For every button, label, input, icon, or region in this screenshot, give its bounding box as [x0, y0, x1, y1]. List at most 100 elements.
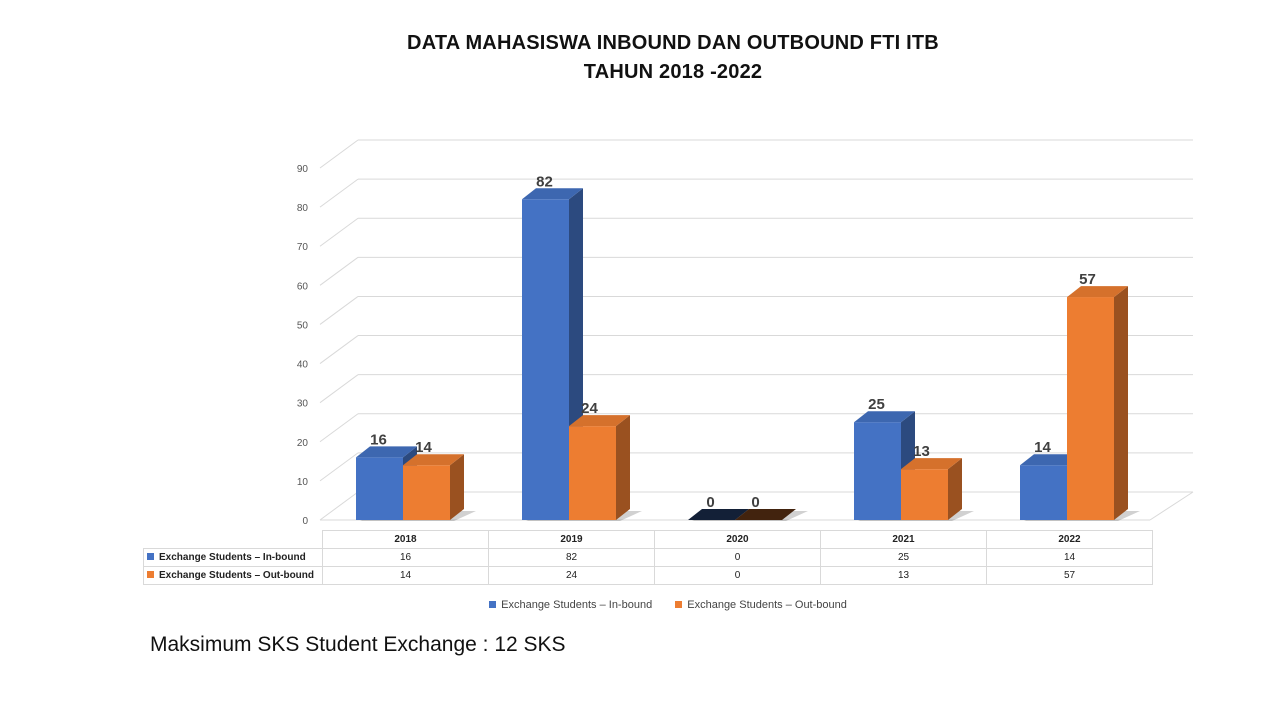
bar-top	[735, 509, 796, 520]
bar-outbound-2019	[569, 415, 642, 521]
bar-side	[450, 454, 464, 520]
y-tick-label: 20	[297, 438, 309, 449]
table-year: 2020	[654, 530, 821, 549]
legend-swatch	[489, 601, 497, 608]
data-label: 24	[581, 400, 598, 417]
data-label: 14	[1034, 439, 1051, 456]
chart-title: DATA MAHASISWA INBOUND DAN OUTBOUND FTI …	[407, 32, 939, 54]
bar-side	[616, 415, 630, 520]
data-label: 82	[536, 173, 553, 190]
data-table-corner	[143, 530, 323, 549]
bar-top	[569, 415, 630, 427]
bar-front	[1020, 465, 1067, 520]
data-table-row-outbound: Exchange Students – Out-bound 14 24 0 13…	[143, 566, 1153, 585]
y-tick-label: 10	[297, 477, 309, 488]
table-cell: 25	[820, 548, 987, 567]
row-header-inbound: Exchange Students – In-bound	[143, 548, 323, 567]
bar-outbound-2021	[901, 458, 974, 521]
bar-outbound-2018	[403, 454, 476, 521]
y-tick-label: 50	[297, 320, 309, 331]
side-gridline	[319, 374, 359, 404]
bar-top	[688, 509, 749, 520]
chart-legend: Exchange Students – In-bound Exchange St…	[0, 599, 1280, 611]
row-label: Exchange Students – In-bound	[159, 552, 306, 563]
data-table: 2018 2019 2020 2021 2022 Exchange Studen…	[143, 530, 1153, 585]
table-cell: 0	[654, 548, 821, 567]
row-header-outbound: Exchange Students – Out-bound	[143, 566, 323, 585]
bar-outbound-2020	[735, 509, 808, 521]
side-gridline	[319, 256, 359, 286]
data-label: 25	[868, 396, 885, 413]
table-cell: 82	[488, 548, 655, 567]
bar-outbound-2022	[1067, 286, 1140, 521]
bar-top	[901, 458, 962, 470]
side-gridline	[319, 296, 359, 325]
table-cell: 57	[986, 566, 1153, 585]
legend-item-outbound: Exchange Students – Out-bound	[675, 599, 847, 611]
floor-side-edge	[1149, 491, 1194, 521]
table-cell: 24	[488, 566, 655, 585]
legend-label: Exchange Students – In-bound	[501, 599, 653, 611]
data-label: 16	[370, 431, 387, 448]
y-tick-label: 70	[297, 242, 309, 253]
legend-label: Exchange Students – Out-bound	[687, 599, 847, 611]
table-year: 2019	[488, 530, 655, 549]
table-year: 2022	[986, 530, 1153, 549]
bar-front	[1067, 297, 1114, 520]
side-gridline	[319, 452, 359, 482]
bar-top	[403, 454, 464, 466]
bar-front	[901, 469, 948, 520]
y-tick-label: 80	[297, 203, 309, 214]
chart-subtitle: TAHUN 2018 -2022	[583, 61, 763, 83]
side-gridline	[319, 491, 359, 521]
bar-top	[1067, 286, 1128, 298]
bar-top	[522, 188, 583, 200]
data-table-header-row: 2018 2019 2020 2021 2022	[143, 530, 1153, 549]
y-tick-label: 40	[297, 360, 309, 371]
table-cell: 13	[820, 566, 987, 585]
bar-top	[1020, 454, 1081, 466]
y-tick-label: 0	[302, 516, 308, 527]
sks-note: Maksimum SKS Student Exchange : 12 SKS	[150, 633, 566, 656]
data-label: 14	[415, 439, 432, 456]
bar-top	[356, 446, 417, 458]
legend-item-inbound: Exchange Students – In-bound	[489, 599, 652, 611]
y-tick-label: 60	[297, 281, 309, 292]
data-label: 57	[1079, 271, 1096, 288]
row-label: Exchange Students – Out-bound	[159, 570, 315, 581]
side-gridline	[319, 178, 359, 208]
side-gridline	[319, 139, 359, 169]
legend-key-outbound	[147, 571, 154, 578]
side-gridline	[319, 413, 359, 443]
y-axis: 0 10 20 30 40 50 60 70 80 90	[297, 164, 309, 527]
data-table-row-inbound: Exchange Students – In-bound 16 82 0 25 …	[143, 548, 1153, 567]
bars	[356, 188, 1140, 521]
table-cell: 16	[322, 548, 489, 567]
bar-front	[569, 426, 616, 520]
table-year: 2021	[820, 530, 987, 549]
bar-front	[403, 465, 450, 520]
bar-side	[1114, 286, 1128, 520]
data-labels: 16 14 82 24 0 0 25 13 14 57	[370, 173, 1096, 511]
bar-front	[356, 457, 403, 520]
bar-top	[854, 411, 915, 423]
y-tick-label: 30	[297, 399, 309, 410]
bar-side	[948, 458, 962, 520]
side-gridline	[319, 217, 359, 247]
table-cell: 14	[986, 548, 1153, 567]
data-label: 0	[706, 494, 714, 511]
legend-swatch	[675, 601, 683, 608]
table-cell: 0	[654, 566, 821, 585]
bar-front	[854, 422, 901, 520]
data-label: 13	[913, 443, 930, 460]
table-year: 2018	[322, 530, 489, 549]
bar-front	[522, 199, 569, 521]
bar-inbound-2019	[522, 188, 595, 521]
legend-key-inbound	[147, 553, 154, 560]
side-gridline	[319, 335, 359, 364]
data-label: 0	[751, 494, 759, 511]
y-tick-label: 90	[297, 164, 309, 175]
table-cell: 14	[322, 566, 489, 585]
